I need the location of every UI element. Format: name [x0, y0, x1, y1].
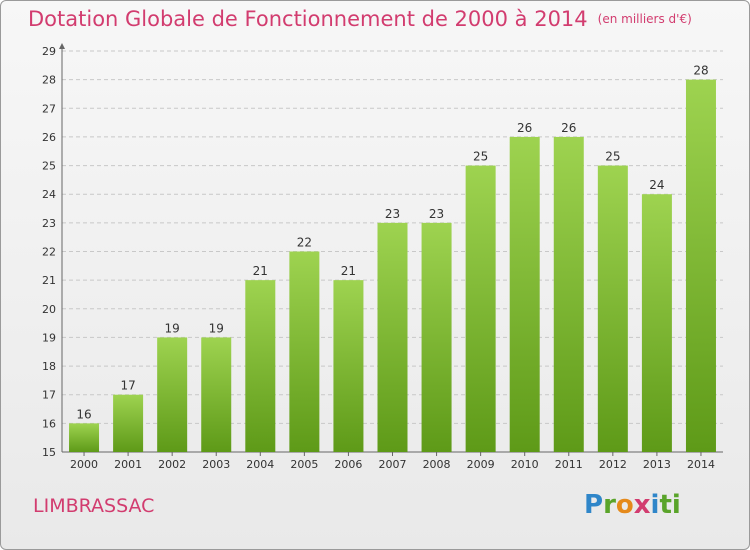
chart-unit: (en milliers d'€)	[597, 12, 692, 26]
x-tick-label: 2003	[202, 458, 230, 471]
bar-value-label: 19	[209, 321, 224, 335]
bar	[509, 136, 540, 452]
x-tick-label: 2000	[70, 458, 98, 471]
bar	[685, 79, 716, 453]
y-tick-label: 25	[42, 160, 56, 173]
logo-letter: o	[615, 490, 634, 520]
y-tick-label: 22	[42, 246, 56, 259]
y-tick-label: 18	[42, 360, 56, 373]
bar	[641, 194, 672, 452]
x-tick-label: 2009	[467, 458, 495, 471]
bar-value-label: 16	[76, 407, 91, 421]
bar-value-label: 28	[693, 64, 708, 78]
bar	[597, 165, 628, 453]
y-tick-label: 27	[42, 102, 56, 115]
y-tick-label: 17	[42, 389, 56, 402]
bar-value-label: 23	[429, 207, 444, 221]
x-tick-label: 2006	[334, 458, 362, 471]
bar-value-label: 25	[473, 150, 488, 164]
x-tick-label: 2005	[290, 458, 318, 471]
commune-name: LIMBRASSAC	[33, 495, 155, 517]
x-tick-label: 2008	[423, 458, 451, 471]
logo-letter: x	[633, 490, 651, 520]
bar-value-label: 26	[517, 121, 532, 135]
logo-letter: i	[650, 490, 660, 520]
bar	[157, 337, 188, 452]
logo-letter: ti	[659, 490, 681, 520]
bar	[465, 165, 496, 453]
y-tick-label: 16	[42, 417, 56, 430]
y-tick-label: 20	[42, 303, 56, 316]
bar	[377, 222, 408, 452]
x-tick-label: 2004	[246, 458, 274, 471]
x-tick-label: 2002	[158, 458, 186, 471]
y-tick-label: 15	[42, 446, 56, 459]
bar-value-label: 25	[605, 150, 620, 164]
x-tick-label: 2014	[687, 458, 715, 471]
y-tick-label: 26	[42, 131, 56, 144]
bar	[333, 280, 364, 452]
bar-value-label: 24	[649, 178, 664, 192]
x-tick-label: 2012	[599, 458, 627, 471]
bar	[69, 423, 100, 452]
y-tick-label: 21	[42, 274, 56, 287]
y-tick-label: 19	[42, 331, 56, 344]
y-tick-label: 23	[42, 217, 56, 230]
bar-value-label: 19	[165, 321, 180, 335]
bar-value-label: 22	[297, 236, 312, 250]
logo-letter: r	[603, 490, 616, 520]
bar	[113, 394, 144, 452]
x-tick-label: 2007	[379, 458, 407, 471]
bar	[245, 280, 276, 452]
bar	[421, 222, 452, 452]
bar-value-label: 21	[341, 264, 356, 278]
y-tick-label: 24	[42, 188, 56, 201]
chart-title: Dotation Globale de Fonctionnement de 20…	[28, 7, 692, 31]
x-tick-label: 2013	[643, 458, 671, 471]
x-tick-label: 2010	[511, 458, 539, 471]
y-tick-label: 29	[42, 45, 56, 58]
x-tick-label: 2001	[114, 458, 142, 471]
bar-value-label: 26	[561, 121, 576, 135]
bar-value-label: 17	[120, 379, 135, 393]
bar	[553, 136, 584, 452]
proxiti-logo: Proxiti	[584, 490, 681, 520]
y-tick-label: 28	[42, 74, 56, 87]
x-tick-label: 2011	[555, 458, 583, 471]
chart-title-text: Dotation Globale de Fonctionnement de 20…	[28, 7, 588, 31]
bar-value-label: 23	[385, 207, 400, 221]
bar	[201, 337, 232, 452]
bar	[289, 251, 320, 452]
logo-letter: P	[584, 490, 604, 520]
bar-value-label: 21	[253, 264, 268, 278]
y-axis-arrow	[59, 43, 65, 49]
